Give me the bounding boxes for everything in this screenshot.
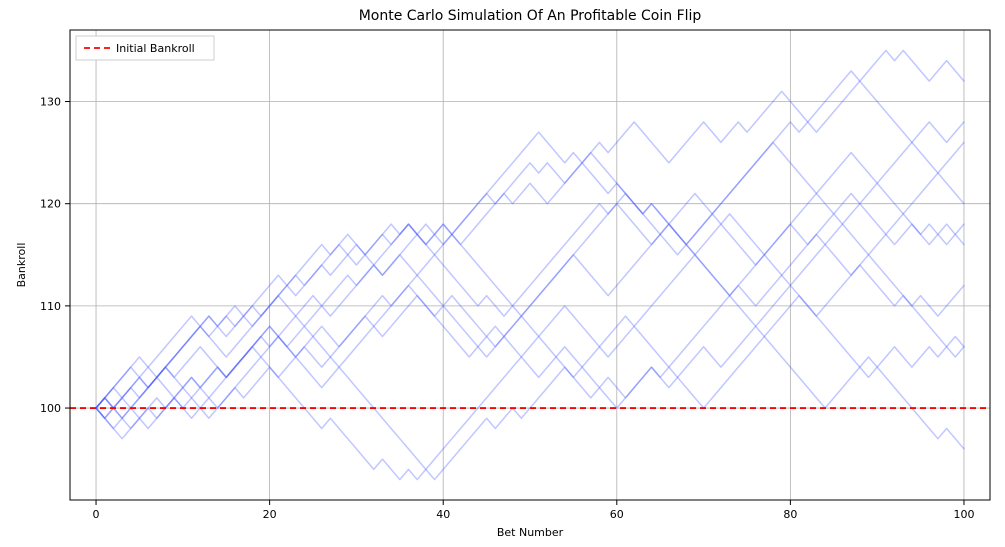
chart-svg: 0 20 40 60 80 100 100 110 120 130 Bet Number Bankro… xyxy=(0,0,1005,547)
y-tick-label: 100 xyxy=(40,402,61,415)
legend: Initial Bankroll xyxy=(76,36,214,60)
y-tick-label: 130 xyxy=(40,96,61,109)
x-tick-label: 0 xyxy=(93,508,100,521)
x-axis-label: Bet Number xyxy=(497,526,564,539)
x-tick-label: 20 xyxy=(263,508,277,521)
legend-label: Initial Bankroll xyxy=(116,42,195,55)
x-tick-label: 60 xyxy=(610,508,624,521)
figure-bg xyxy=(0,0,1005,547)
y-axis-label: Bankroll xyxy=(15,243,28,288)
x-tick-label: 100 xyxy=(953,508,974,521)
y-tick-label: 120 xyxy=(40,198,61,211)
chart-root: 0 20 40 60 80 100 100 110 120 130 Bet Number Bankro… xyxy=(0,0,1005,547)
chart-title: Monte Carlo Simulation Of An Profitable … xyxy=(359,8,702,24)
x-tick-label: 80 xyxy=(783,508,797,521)
x-tick-label: 40 xyxy=(436,508,450,521)
y-tick-label: 110 xyxy=(40,300,61,313)
